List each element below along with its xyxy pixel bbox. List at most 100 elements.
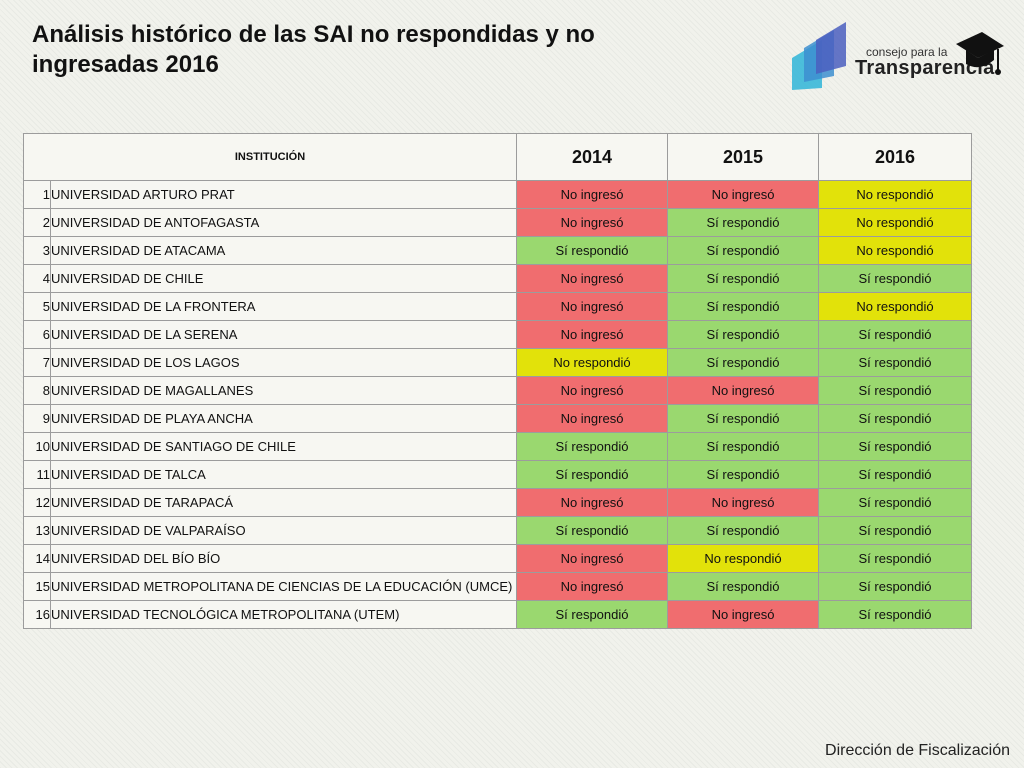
status-2014: Sí respondió [516,236,668,265]
table-row: 5 UNIVERSIDAD DE LA FRONTERA No ingresó Sí … [23,292,972,321]
status-2014: Sí respondió [516,432,668,461]
table-row: 1 UNIVERSIDAD ARTURO PRAT No ingresó No ing… [23,180,972,209]
institution-name: UNIVERSIDAD DE ATACAMA [50,236,517,265]
status-2016: No respondió [818,292,972,321]
table-row: 10 UNIVERSIDAD DE SANTIAGO DE CHILE Sí res… [23,432,972,461]
institution-header: INSTITUCIÓN [23,133,517,181]
table-row: 12 UNIVERSIDAD DE TARAPACÁ No ingresó No in… [23,488,972,517]
institution-name: UNIVERSIDAD DE TARAPACÁ [50,488,517,517]
institution-name: UNIVERSIDAD DE ANTOFAGASTA [50,208,517,237]
footer-text: Dirección de Fiscalización [825,742,1010,759]
status-2014: No ingresó [516,264,668,293]
institution-name: UNIVERSIDAD DE LA SERENA [50,320,517,349]
status-2015: No respondió [667,544,819,573]
row-number: 2 [23,208,51,237]
graduation-cap-icon [956,32,1004,75]
status-2016: Sí respondió [818,404,972,433]
status-2015: Sí respondió [667,516,819,545]
status-2016: Sí respondió [818,460,972,489]
row-number: 3 [23,236,51,265]
table-row: 8 UNIVERSIDAD DE MAGALLANES No ingresó No i… [23,376,972,405]
table-row: 16 UNIVERSIDAD TECNOLÓGICA METROPOLITANA … [23,600,972,629]
status-2015: No ingresó [667,376,819,405]
row-number: 13 [23,516,51,545]
status-2015: Sí respondió [667,572,819,601]
status-2015: Sí respondió [667,348,819,377]
status-2016: Sí respondió [818,432,972,461]
status-2014: No ingresó [516,572,668,601]
status-2016: Sí respondió [818,264,972,293]
institution-name: UNIVERSIDAD ARTURO PRAT [50,180,517,209]
row-number: 9 [23,404,51,433]
row-number: 6 [23,320,51,349]
institution-name: UNIVERSIDAD DE LA FRONTERA [50,292,517,321]
logo-mark-icon [792,22,846,90]
status-2014: No ingresó [516,320,668,349]
institution-name: UNIVERSIDAD DE LOS LAGOS [50,348,517,377]
status-2014: No ingresó [516,292,668,321]
status-2014: Sí respondió [516,460,668,489]
status-2015: Sí respondió [667,460,819,489]
status-2016: Sí respondió [818,600,972,629]
table-row: 9 UNIVERSIDAD DE PLAYA ANCHA No ingresó Sí … [23,404,972,433]
status-2015: No ingresó [667,180,819,209]
row-number: 14 [23,544,51,573]
institution-name: UNIVERSIDAD DE VALPARAÍSO [50,516,517,545]
row-number: 4 [23,264,51,293]
status-2014: No ingresó [516,180,668,209]
status-2015: Sí respondió [667,236,819,265]
logo: consejo para la Transparencia [788,18,1008,98]
year-2016-header: 2016 [818,133,972,181]
status-2016: No respondió [818,208,972,237]
institution-name: UNIVERSIDAD METROPOLITANA DE CIENCIAS DE… [50,572,517,601]
institution-name: UNIVERSIDAD DE MAGALLANES [50,376,517,405]
status-2016: Sí respondió [818,488,972,517]
table-header-row: INSTITUCIÓN 2014 2015 2016 [23,133,972,181]
status-2015: Sí respondió [667,208,819,237]
row-number: 8 [23,376,51,405]
row-number: 15 [23,572,51,601]
table-row: 2 UNIVERSIDAD DE ANTOFAGASTA No ingresó Sí … [23,208,972,237]
status-2015: Sí respondió [667,264,819,293]
row-number: 11 [23,460,51,489]
institution-name: UNIVERSIDAD DE TALCA [50,460,517,489]
status-2015: No ingresó [667,600,819,629]
table-row: 7 UNIVERSIDAD DE LOS LAGOS No respondió Sí … [23,348,972,377]
status-2014: No ingresó [516,376,668,405]
table-row: 15 UNIVERSIDAD METROPOLITANA DE CIENCIAS … [23,572,972,601]
institution-name: UNIVERSIDAD DEL BÍO BÍO [50,544,517,573]
row-number: 7 [23,348,51,377]
status-2015: Sí respondió [667,320,819,349]
status-2014: No ingresó [516,404,668,433]
logo-line2: Transparencia [855,57,995,79]
status-2015: Sí respondió [667,404,819,433]
page-title: Análisis histórico de las SAI no respond… [32,21,595,78]
status-2016: Sí respondió [818,544,972,573]
status-2014: Sí respondió [516,600,668,629]
institution-name: UNIVERSIDAD DE CHILE [50,264,517,293]
status-2014: Sí respondió [516,516,668,545]
row-number: 1 [23,180,51,209]
table-row: 13 UNIVERSIDAD DE VALPARAÍSO Sí respondió S… [23,516,972,545]
sai-table: INSTITUCIÓN 2014 2015 2016 1 UNIVERSIDAD … [23,133,972,629]
table-row: 3 UNIVERSIDAD DE ATACAMA Sí respondió Sí re… [23,236,972,265]
status-2015: Sí respondió [667,432,819,461]
status-2015: Sí respondió [667,292,819,321]
table-row: 11 UNIVERSIDAD DE TALCA Sí respondió Sí res… [23,460,972,489]
institution-name: UNIVERSIDAD DE SANTIAGO DE CHILE [50,432,517,461]
status-2016: Sí respondió [818,516,972,545]
table-row: 4 UNIVERSIDAD DE CHILE No ingresó Sí respon… [23,264,972,293]
institution-name: UNIVERSIDAD DE PLAYA ANCHA [50,404,517,433]
status-2016: Sí respondió [818,376,972,405]
status-2016: No respondió [818,236,972,265]
status-2014: No ingresó [516,544,668,573]
row-number: 16 [23,600,51,629]
year-2014-header: 2014 [516,133,668,181]
status-2016: No respondió [818,180,972,209]
status-2014: No respondió [516,348,668,377]
row-number: 12 [23,488,51,517]
row-number: 5 [23,292,51,321]
institution-name: UNIVERSIDAD TECNOLÓGICA METROPOLITANA (U… [50,600,517,629]
table-row: 14 UNIVERSIDAD DEL BÍO BÍO No ingresó No re… [23,544,972,573]
row-number: 10 [23,432,51,461]
